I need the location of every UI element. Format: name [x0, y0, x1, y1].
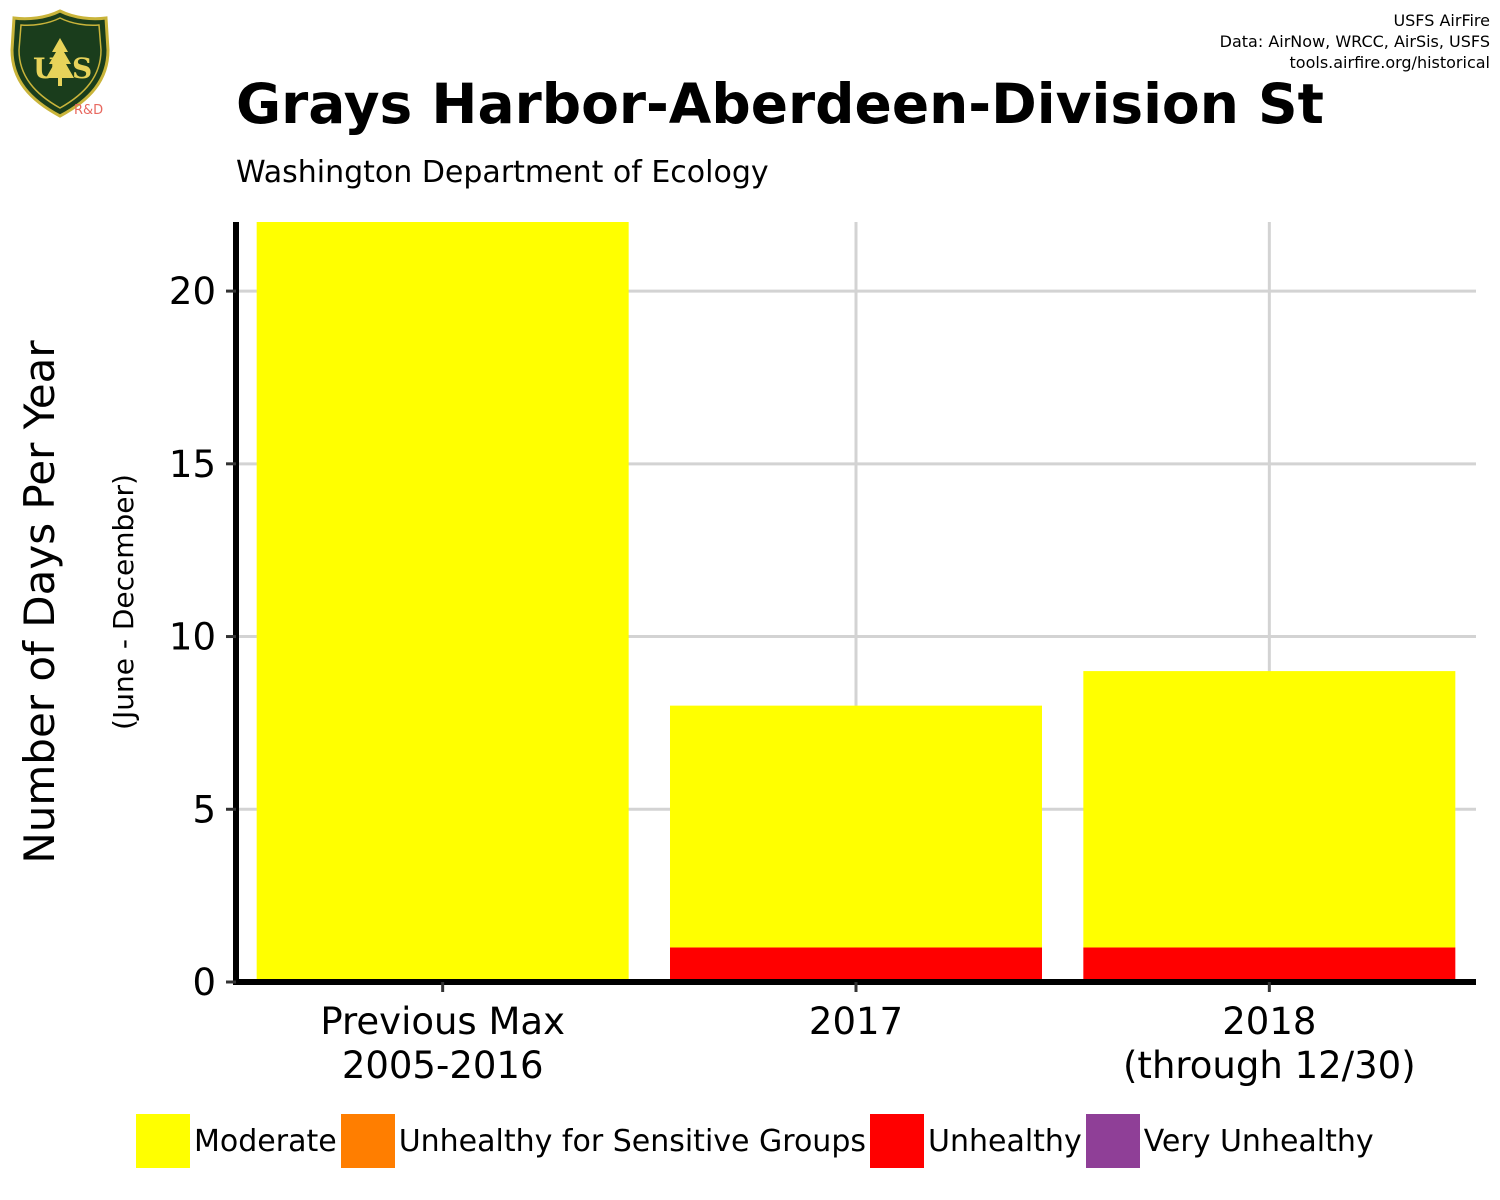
legend-swatch — [340, 1114, 395, 1168]
bar-moderate — [256, 222, 629, 982]
svg-text:U: U — [33, 52, 57, 85]
logo-tag: R&D — [74, 103, 103, 118]
legend-item: Unhealthy for Sensitive Groups — [340, 1114, 866, 1168]
chart-subtitle: Washington Department of Ecology — [236, 155, 769, 190]
x-tick-label: 2018 — [1222, 1000, 1316, 1043]
x-tick-label: 2017 — [809, 1000, 903, 1043]
forest-service-shield-icon: U S R&D — [10, 9, 110, 118]
credit-line: USFS AirFire — [1393, 11, 1490, 30]
y-axis-sublabel: (June - December) — [107, 474, 140, 730]
legend-item: Moderate — [136, 1114, 337, 1168]
credit-line: tools.airfire.org/historical — [1289, 53, 1490, 72]
y-tick-label: 5 — [192, 788, 216, 831]
y-tick-label: 0 — [192, 961, 216, 1004]
legend-swatch — [1085, 1114, 1140, 1168]
bar-unhealthy — [1083, 947, 1456, 982]
legend-label: Very Unhealthy — [1143, 1123, 1374, 1159]
legend-item: Very Unhealthy — [1085, 1114, 1374, 1168]
chart-title: Grays Harbor-Aberdeen-Division St — [236, 72, 1324, 136]
legend-swatch — [136, 1114, 190, 1168]
legend-item: Unhealthy — [870, 1114, 1082, 1168]
x-tick-label: Previous Max — [320, 1000, 565, 1043]
x-tick-label: (through 12/30) — [1123, 1044, 1416, 1087]
bar-unhealthy — [670, 947, 1042, 982]
credit-line: Data: AirNow, WRCC, AirSis, USFS — [1219, 32, 1490, 51]
y-axis-label: Number of Days Per Year — [15, 340, 64, 864]
legend-swatch — [870, 1114, 924, 1168]
legend: Moderate Unhealthy for Sensitive Groups Un… — [136, 1114, 1378, 1168]
credits: USFS AirFire Data: AirNow, WRCC, AirSis,… — [1220, 10, 1490, 73]
legend-label: Unhealthy — [928, 1123, 1082, 1159]
y-tick-label: 20 — [169, 270, 216, 313]
x-tick-label: 2005-2016 — [342, 1044, 544, 1087]
legend-label: Moderate — [194, 1123, 337, 1159]
bar-moderate — [1083, 671, 1456, 948]
y-tick-label: 10 — [169, 616, 216, 659]
svg-text:S: S — [72, 52, 92, 85]
y-tick-label: 15 — [169, 443, 216, 486]
legend-label: Unhealthy for Sensitive Groups — [398, 1123, 866, 1159]
bar-moderate — [670, 705, 1042, 948]
